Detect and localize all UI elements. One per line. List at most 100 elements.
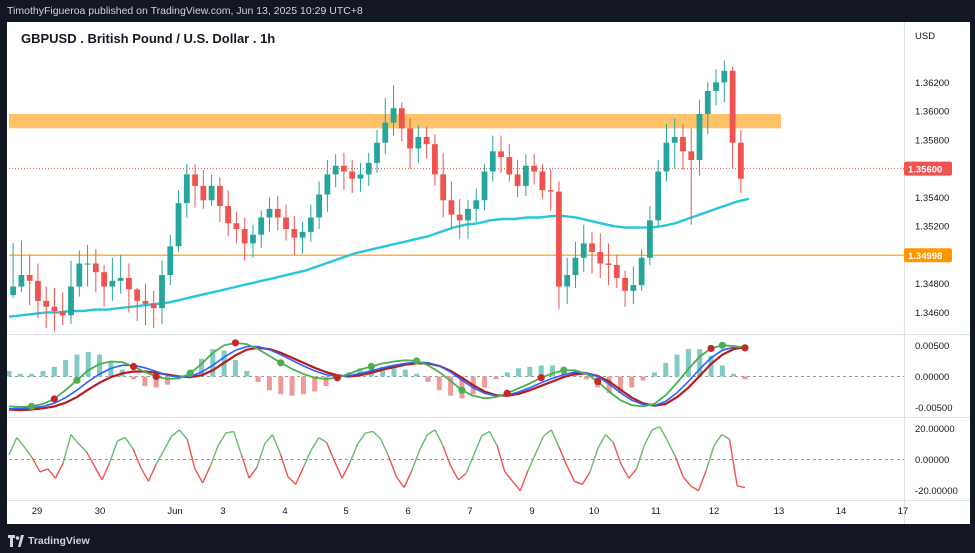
oscillator-segment xyxy=(434,429,444,446)
macd-signal-dot xyxy=(707,344,715,353)
oscillator-segment xyxy=(256,443,266,468)
oscillator-segment xyxy=(85,451,95,467)
candle-body xyxy=(291,229,298,238)
chart-title: GBPUSD . British Pound / U.S. Dollar . 1… xyxy=(21,31,275,46)
chart-panel[interactable]: 1.34600 1.34800 1.35200 1.35400 1.35800 1.360… xyxy=(7,22,970,524)
oscillator-segment xyxy=(357,432,366,445)
candle-body xyxy=(208,185,215,201)
candle-body xyxy=(51,306,58,311)
candle-body xyxy=(274,208,281,218)
time-tick-label: 29 xyxy=(32,506,43,517)
oscillator-segment xyxy=(612,442,622,465)
candle-body xyxy=(316,194,323,218)
candle-body xyxy=(92,263,99,273)
oscillator-segment xyxy=(186,439,196,470)
oscillator-segment xyxy=(325,442,336,462)
candle-body xyxy=(126,277,132,290)
oscillator-segment xyxy=(449,465,459,481)
oscillator-segment xyxy=(132,448,142,468)
candle-body xyxy=(580,243,587,258)
candle-body xyxy=(481,171,488,201)
macd-histogram-bar xyxy=(255,376,261,382)
macd-histogram-bar xyxy=(550,365,556,377)
candle-body xyxy=(721,70,728,83)
macd-histogram-bar xyxy=(74,354,80,377)
macd-histogram-bar xyxy=(414,373,420,377)
macd-histogram-bar xyxy=(153,376,159,388)
macd-histogram-bar xyxy=(142,376,148,387)
candle-body xyxy=(374,142,380,163)
candle-body xyxy=(250,234,256,244)
oscillator-segment xyxy=(240,454,250,479)
oscillator-segment xyxy=(333,460,343,479)
candle-body xyxy=(167,246,174,276)
oscillator-segment xyxy=(171,429,180,437)
candle-body xyxy=(605,263,612,265)
macd-histogram-bar xyxy=(7,371,12,377)
candle-body xyxy=(43,300,50,307)
macd-layer xyxy=(7,339,749,412)
macd-histogram-bar xyxy=(685,349,691,377)
candle-body xyxy=(35,280,41,301)
candle-body xyxy=(638,257,645,286)
oscillator-tick-label: -20.00000 xyxy=(915,486,958,497)
candle-body xyxy=(514,174,521,186)
candles-layer xyxy=(10,60,744,332)
oscillator-segment xyxy=(225,430,234,434)
candle-body xyxy=(349,171,356,179)
macd-histogram-bar xyxy=(63,360,69,377)
oscillator-segment xyxy=(496,445,506,473)
macd-histogram-bar xyxy=(629,376,635,388)
oscillator-segment xyxy=(597,434,607,449)
oscillator-segment xyxy=(418,434,428,451)
oscillator-segment xyxy=(365,430,374,434)
candle-body xyxy=(465,208,471,221)
macd-signal-dot xyxy=(277,359,285,367)
oscillator-segment xyxy=(589,448,599,473)
macd-histogram-bar xyxy=(51,366,57,377)
oscillator-segment xyxy=(101,462,111,481)
oscillator-segment xyxy=(504,471,514,482)
macd-signal-dot xyxy=(50,395,58,403)
candle-body xyxy=(489,151,496,172)
candle-body xyxy=(192,174,198,186)
oscillator-segment xyxy=(78,443,87,453)
oscillator-segment xyxy=(248,466,258,479)
oscillator-segment xyxy=(713,434,723,446)
oscillator-segment xyxy=(271,434,281,454)
macd-histogram-bar xyxy=(17,373,23,377)
oscillator-segment xyxy=(643,429,653,446)
candle-body xyxy=(680,136,686,152)
oscillator-segment xyxy=(62,434,72,463)
candle-body xyxy=(390,108,397,123)
candle-body xyxy=(233,223,240,230)
candle-body xyxy=(10,286,17,296)
candle-body xyxy=(539,171,546,191)
macd-tick-label: 0.00500 xyxy=(915,341,949,352)
oscillator-segment xyxy=(666,440,676,457)
oscillator-segment xyxy=(117,437,126,442)
support-price-label: 1.34998 xyxy=(908,251,942,262)
chart-svg[interactable]: 1.34600 1.34800 1.35200 1.35400 1.35800 1.360… xyxy=(7,22,970,524)
macd-signal-dot xyxy=(413,357,421,365)
oscillator-segment xyxy=(39,468,48,473)
oscillator-segment xyxy=(581,471,591,485)
oscillator-segment xyxy=(682,476,692,487)
oscillator-segment xyxy=(558,446,568,466)
candle-body xyxy=(200,185,207,201)
candle-body xyxy=(630,285,637,291)
grid-lines xyxy=(7,22,970,524)
macd-histogram-bar xyxy=(357,368,363,377)
oscillator-segment xyxy=(194,468,204,484)
candle-body xyxy=(696,113,703,160)
ema-line xyxy=(8,197,750,318)
candle-body xyxy=(84,263,91,265)
candle-body xyxy=(76,263,83,287)
oscillator-segment xyxy=(287,476,297,485)
macd-signal-dot xyxy=(186,369,194,377)
oscillator-segment xyxy=(705,445,715,471)
oscillator-segment xyxy=(395,476,405,488)
candle-body xyxy=(572,257,579,276)
candle-body xyxy=(431,144,438,175)
candle-body xyxy=(498,151,504,158)
